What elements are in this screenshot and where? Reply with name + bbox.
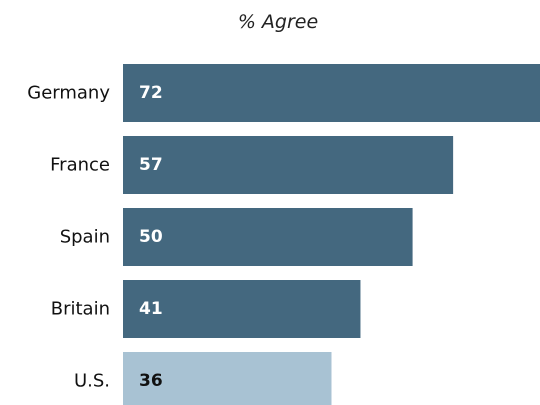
category-label: Britain bbox=[51, 299, 110, 320]
category-label: U.S. bbox=[74, 371, 110, 392]
value-label: 72 bbox=[139, 83, 163, 103]
category-label: France bbox=[50, 155, 110, 176]
category-label: Germany bbox=[27, 83, 110, 104]
value-label: 36 bbox=[139, 371, 163, 391]
bar-u-s bbox=[123, 352, 332, 405]
bar-germany bbox=[123, 64, 540, 122]
value-label: 50 bbox=[139, 227, 163, 247]
chart-title: % Agree bbox=[238, 11, 318, 33]
value-label: 41 bbox=[139, 299, 163, 319]
bar-britain bbox=[123, 280, 361, 338]
category-label: Spain bbox=[60, 227, 110, 248]
bar-spain bbox=[123, 208, 413, 266]
bar-france bbox=[123, 136, 454, 194]
bars-group: Germany 72 France 57 Spain 50 Britain 41 U.S. 36 bbox=[27, 64, 540, 405]
value-label: 57 bbox=[139, 155, 163, 175]
